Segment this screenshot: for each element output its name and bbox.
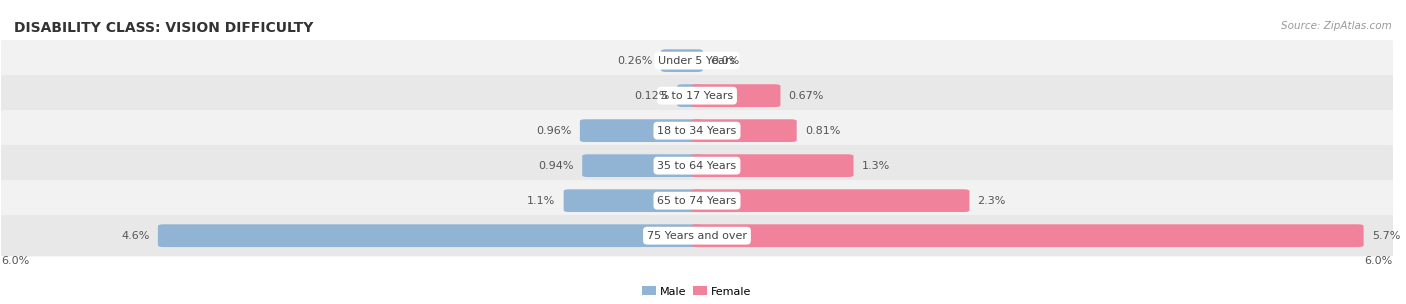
Text: 1.1%: 1.1% — [527, 196, 555, 206]
Text: 75 Years and over: 75 Years and over — [647, 231, 747, 241]
FancyBboxPatch shape — [579, 119, 703, 142]
Text: 5 to 17 Years: 5 to 17 Years — [661, 91, 733, 101]
FancyBboxPatch shape — [692, 189, 969, 212]
FancyBboxPatch shape — [692, 154, 853, 177]
FancyBboxPatch shape — [692, 84, 780, 107]
FancyBboxPatch shape — [692, 119, 797, 142]
FancyBboxPatch shape — [0, 145, 1400, 186]
Text: 0.81%: 0.81% — [804, 126, 841, 136]
Text: Under 5 Years: Under 5 Years — [658, 56, 735, 66]
FancyBboxPatch shape — [692, 224, 1364, 247]
FancyBboxPatch shape — [0, 40, 1400, 81]
FancyBboxPatch shape — [661, 49, 703, 72]
FancyBboxPatch shape — [582, 154, 703, 177]
Text: 0.0%: 0.0% — [711, 56, 740, 66]
Text: 5.7%: 5.7% — [1372, 231, 1400, 241]
Text: 65 to 74 Years: 65 to 74 Years — [658, 196, 737, 206]
Text: 6.0%: 6.0% — [1, 256, 30, 266]
FancyBboxPatch shape — [0, 75, 1400, 116]
Text: 0.12%: 0.12% — [634, 91, 669, 101]
Text: 0.26%: 0.26% — [617, 56, 652, 66]
FancyBboxPatch shape — [678, 84, 703, 107]
FancyBboxPatch shape — [0, 180, 1400, 221]
Text: 6.0%: 6.0% — [1364, 256, 1392, 266]
FancyBboxPatch shape — [0, 215, 1400, 256]
Text: 18 to 34 Years: 18 to 34 Years — [658, 126, 737, 136]
Text: 35 to 64 Years: 35 to 64 Years — [658, 161, 737, 171]
Text: 0.94%: 0.94% — [538, 161, 574, 171]
FancyBboxPatch shape — [564, 189, 703, 212]
Text: 4.6%: 4.6% — [121, 231, 150, 241]
FancyBboxPatch shape — [0, 110, 1400, 151]
Text: 2.3%: 2.3% — [977, 196, 1005, 206]
FancyBboxPatch shape — [157, 224, 703, 247]
Text: DISABILITY CLASS: VISION DIFFICULTY: DISABILITY CLASS: VISION DIFFICULTY — [14, 21, 314, 35]
Text: Source: ZipAtlas.com: Source: ZipAtlas.com — [1281, 21, 1392, 31]
Legend: Male, Female: Male, Female — [638, 282, 756, 301]
Text: 1.3%: 1.3% — [862, 161, 890, 171]
Text: 0.96%: 0.96% — [537, 126, 572, 136]
Text: 0.67%: 0.67% — [789, 91, 824, 101]
